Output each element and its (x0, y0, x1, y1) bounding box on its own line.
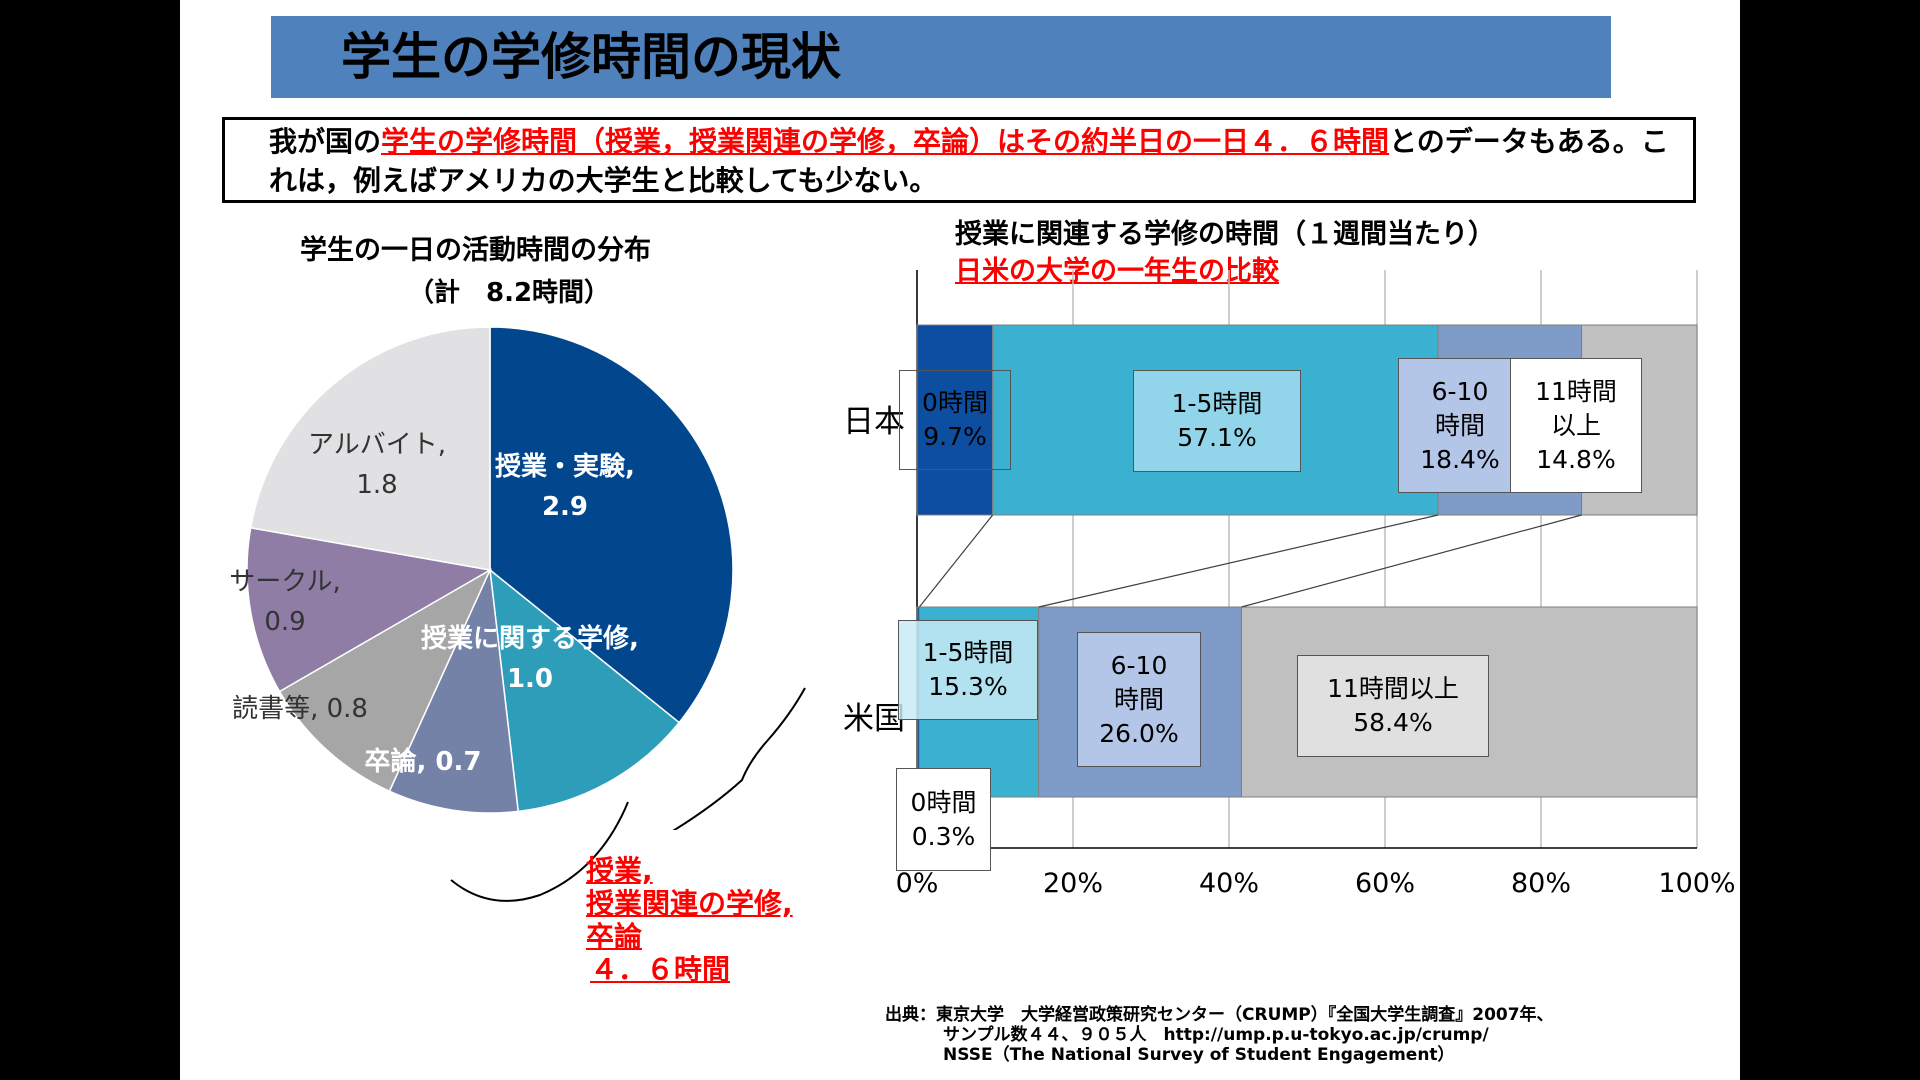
bar-data-label: 0時間 9.7% (899, 370, 1011, 470)
pie-subtitle: （計 8.2時間） (408, 278, 611, 308)
bar-data-label-line: 11時間 (1535, 376, 1617, 406)
bar-data-label-line: 0時間 (910, 787, 977, 817)
source-line-3: NSSE（The National Survey of Student Enga… (943, 1045, 1455, 1065)
pie-slice (246, 526, 493, 693)
category-label: 日本 (843, 404, 905, 440)
x-tick-label: 60% (1355, 868, 1415, 899)
series-connector (1038, 514, 1439, 608)
pie-slice-value: 1.0 (507, 664, 553, 694)
source-line-1: 出典：東京大学 大学経営政策研究センター（CRUMP）『全国大学生調査』2007… (885, 1005, 1554, 1025)
source-note: 出典：東京大学 大学経営政策研究センター（CRUMP）『全国大学生調査』2007… (885, 1005, 1554, 1065)
bar-data-label-line: 時間 (1434, 410, 1485, 440)
intro-text-before: 我が国の (269, 125, 382, 158)
bar-data-label-line: 58.4% (1353, 708, 1433, 737)
intro-highlight: 学生の学修時間（授業，授業関連の学修，卒論）はその約半日の一日４．６時間 (381, 125, 1390, 158)
pie-slice (278, 568, 492, 793)
brace-label-line-3: 卒論 (586, 920, 643, 953)
brace-curve (450, 801, 629, 902)
bar-data-label: 11時間以上 58.4% (1297, 655, 1489, 757)
bar-data-label-line: 6-10 (1431, 376, 1489, 406)
bar-data-label-line: 57.1% (1177, 423, 1257, 452)
bar-data-label: 11時間以上 14.8% (1510, 358, 1642, 493)
bar-data-label-line: 26.0% (1099, 718, 1179, 748)
bar-data-label-line: 6-10 (1110, 650, 1168, 680)
x-tick-label: 80% (1511, 868, 1571, 899)
category-label: 米国 (843, 701, 905, 737)
bar-data-label-line: 1-5時間 (1171, 389, 1263, 418)
pie-slice-label: 授業に関する学修, (421, 623, 639, 654)
bar-data-label: 1-5時間 57.1% (1133, 370, 1301, 472)
bar-title: 授業に関連する学修の時間（１週間当たり） (955, 219, 1495, 250)
bar-data-label-line: 1-5時間 (922, 638, 1014, 667)
bar-data-label: 1-5時間 15.3% (898, 620, 1038, 720)
pie-slice (489, 326, 734, 724)
brace-label-line-1: 授業, (586, 854, 653, 887)
bar-data-label-line: 14.8% (1536, 444, 1616, 474)
bar-segment (916, 324, 994, 516)
pie-slice-label: サークル, (229, 567, 341, 597)
bar-data-label-line: 0.3% (911, 821, 976, 851)
intro-text-after: とのデータもある。これは，例えばアメリカの大学生と比較しても少ない。 (269, 125, 1669, 197)
pie-slice (388, 567, 520, 814)
brace-label: 授業, 授業関連の学修, 卒論 ４．６時間 (586, 854, 793, 986)
bar-data-label-line: 11時間以上 (1327, 674, 1459, 703)
bar-data-labels: 0時間 9.7% 1-5時間 57.1% 6-10 時間 18.4% 11時間 以上 14.8% 0… (780, 270, 1680, 910)
bar-subtitle: 日米の大学の一年生の比較 (955, 256, 1279, 287)
brace-label-line-4: ４．６時間 (590, 953, 731, 986)
slide-title: 学生の学修時間の現状 (341, 28, 841, 86)
x-tick-label: 40% (1199, 868, 1259, 899)
pie-slice-label: 卒論, 0.7 (365, 746, 482, 777)
intro-box: 我が国の学生の学修時間（授業，授業関連の学修，卒論）はその約半日の一日４．６時間… (222, 117, 1696, 203)
bar-data-label-line: 9.7% (923, 422, 987, 451)
brace-label-line-2: 授業関連の学修, (586, 887, 793, 920)
bar-data-label: 0時間 0.3% (896, 768, 991, 871)
pie-slice-label: アルバイト, (308, 430, 446, 460)
pie-slice-value: 2.9 (542, 492, 588, 522)
brace-annotation (672, 687, 806, 830)
pie-slice-label: 読書等, 0.8 (232, 694, 368, 724)
bar-data-label-line: 以上 (1550, 410, 1601, 440)
x-tick-label: 100% (1658, 868, 1735, 899)
pie-slice (489, 568, 681, 813)
pie-slice (249, 326, 491, 571)
series-connector (1241, 514, 1582, 608)
x-tick-label: 20% (1043, 868, 1103, 899)
pie-slice-value: 1.8 (356, 470, 397, 500)
bar-data-label: 6-10 時間 18.4% (1398, 358, 1522, 493)
source-line-2: サンプル数４４、９０５人 http://ump.p.u-tokyo.ac.jp/… (943, 1025, 1489, 1045)
bar-data-label-line: 0時間 (922, 388, 988, 417)
bar-data-label-line: 時間 (1113, 684, 1164, 714)
x-tick-label: 0% (896, 868, 939, 899)
pie-chart: 授業・実験, 2.9 授業に関する学修, 1.0 卒論, 0.7 読書等, 0.8 サークル… (229, 326, 734, 814)
bar-data-label-line: 15.3% (928, 672, 1008, 701)
pie-slice-label: 授業・実験, (495, 451, 635, 482)
bar-data-label-line: 18.4% (1420, 444, 1500, 474)
bar-data-label: 6-10 時間 26.0% (1077, 632, 1201, 767)
slide: 学生の学修時間の現状 我が国の学生の学修時間（授業，授業関連の学修，卒論）はその… (180, 0, 1740, 1080)
series-connector (918, 514, 994, 608)
title-bar: 学生の学修時間の現状 (271, 16, 1611, 98)
pie-title: 学生の一日の活動時間の分布 (300, 235, 651, 266)
pie-slice-value: 0.9 (264, 607, 305, 637)
